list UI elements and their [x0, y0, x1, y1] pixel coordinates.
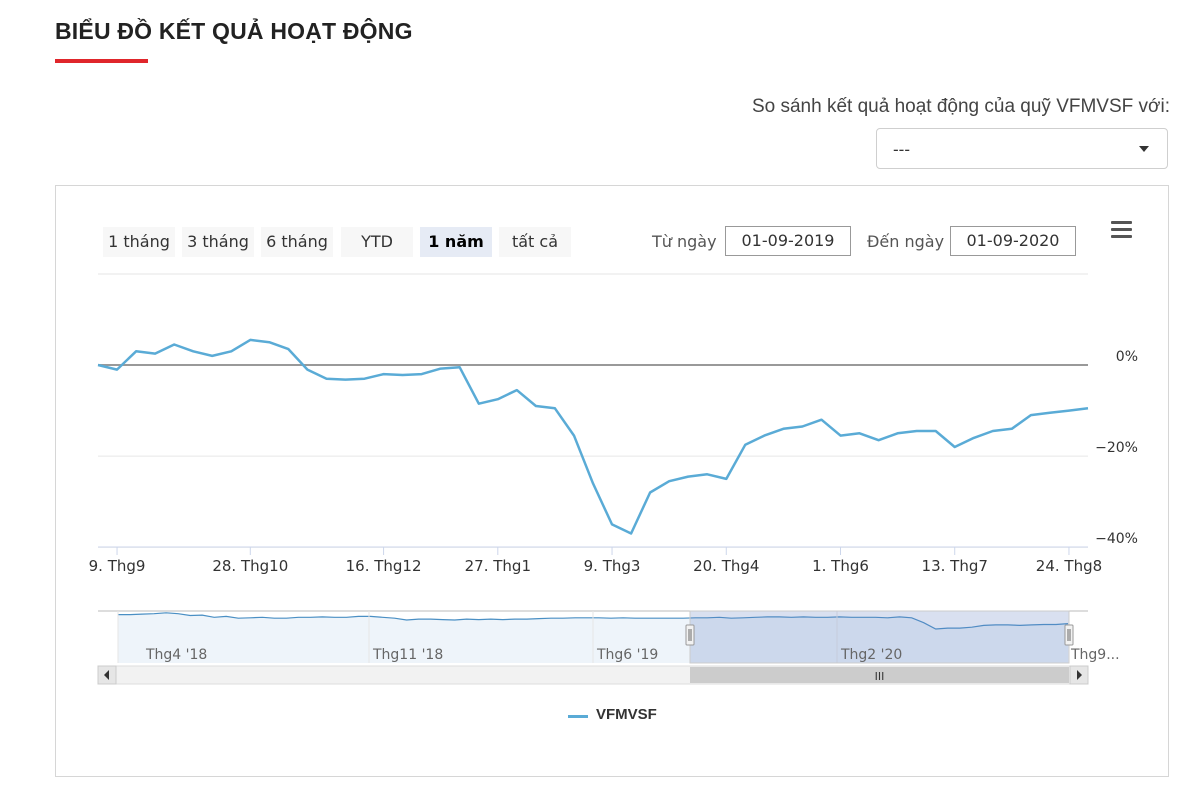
- x-tick-label: 16. Thg12: [346, 557, 422, 575]
- navigator-label: Thg4 '18: [145, 647, 207, 663]
- title-underline: [55, 59, 148, 63]
- navigator-label: Thg9...: [1070, 647, 1120, 663]
- range-button-all[interactable]: tất cả: [499, 227, 571, 257]
- from-date-label: Từ ngày: [652, 232, 717, 251]
- range-button-3m[interactable]: 3 tháng: [182, 227, 254, 257]
- arrow-left-icon: [104, 670, 109, 680]
- from-date-input[interactable]: 01-09-2019: [725, 226, 851, 256]
- compare-label: So sánh kết quả hoạt động của quỹ VFMVSF…: [751, 96, 1170, 117]
- x-tick-label: 24. Thg8: [1036, 557, 1102, 575]
- series-line-vfmvsf: [97, 338, 1089, 535]
- x-tick-label: 28. Thg10: [212, 557, 288, 575]
- scrollbar-thumb[interactable]: [690, 667, 1069, 683]
- navigator-selection: [689, 610, 1070, 664]
- x-tick-label: 27. Thg1: [465, 557, 531, 575]
- range-button-1y[interactable]: 1 năm: [420, 227, 492, 257]
- navigator-handle-right[interactable]: [1064, 624, 1074, 646]
- chart-container: 1 tháng 3 tháng 6 tháng YTD 1 năm tất cả…: [55, 185, 1169, 777]
- range-button-ytd[interactable]: YTD: [341, 227, 413, 257]
- range-button-1m[interactable]: 1 tháng: [103, 227, 175, 257]
- menu-hamburger-icon[interactable]: [1110, 220, 1134, 242]
- y-tick-label: −20%: [1095, 440, 1138, 456]
- legend-label: VFMVSF: [596, 706, 657, 723]
- y-tick-label: 0%: [1116, 349, 1138, 365]
- chart-svg: 0% −20% −40% 9. Thg9 28. Thg10 16. Thg12 27. T…: [89, 273, 1138, 685]
- arrow-right-icon: [1077, 670, 1082, 680]
- navigator-label: Thg11 '18: [372, 647, 443, 663]
- to-date-label: Đến ngày: [867, 232, 945, 251]
- compare-fund-select[interactable]: ---: [876, 128, 1168, 169]
- page-title: BIỂU ĐỒ KẾT QUẢ HOẠT ĐỘNG: [55, 18, 413, 44]
- x-tick-label: 9. Thg3: [584, 557, 641, 575]
- compare-select-value: ---: [893, 140, 910, 159]
- caret-down-icon: [1139, 146, 1149, 152]
- scrollbar-grip: III: [875, 670, 885, 683]
- legend-swatch: [568, 715, 588, 718]
- to-date-input[interactable]: 01-09-2020: [950, 226, 1076, 256]
- navigator-handle-left[interactable]: [685, 624, 695, 646]
- x-tick-label: 20. Thg4: [693, 557, 759, 575]
- x-tick-label: 1. Thg6: [812, 557, 869, 575]
- navigator-label: Thg2 '20: [840, 647, 902, 663]
- y-tick-label: −40%: [1095, 531, 1138, 547]
- navigator-label: Thg6 '19: [596, 647, 658, 663]
- x-tick-label: 13. Thg7: [922, 557, 988, 575]
- range-button-6m[interactable]: 6 tháng: [261, 227, 333, 257]
- x-tick-label: 9. Thg9: [89, 557, 146, 575]
